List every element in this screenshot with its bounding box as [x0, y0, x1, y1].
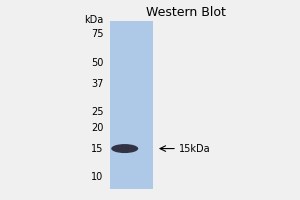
Text: 15: 15 [91, 144, 104, 154]
Text: kDa: kDa [84, 15, 104, 25]
Bar [110, 21, 153, 189]
Text: 25: 25 [91, 107, 103, 117]
Text: 15kDa: 15kDa [178, 144, 210, 154]
Text: 37: 37 [91, 79, 104, 89]
Text: Western Blot: Western Blot [146, 6, 226, 19]
Text: 20: 20 [91, 123, 104, 133]
Text: 75: 75 [91, 29, 103, 39]
Ellipse shape [111, 144, 138, 153]
Text: 50: 50 [91, 58, 104, 68]
Text: 10: 10 [91, 172, 104, 182]
